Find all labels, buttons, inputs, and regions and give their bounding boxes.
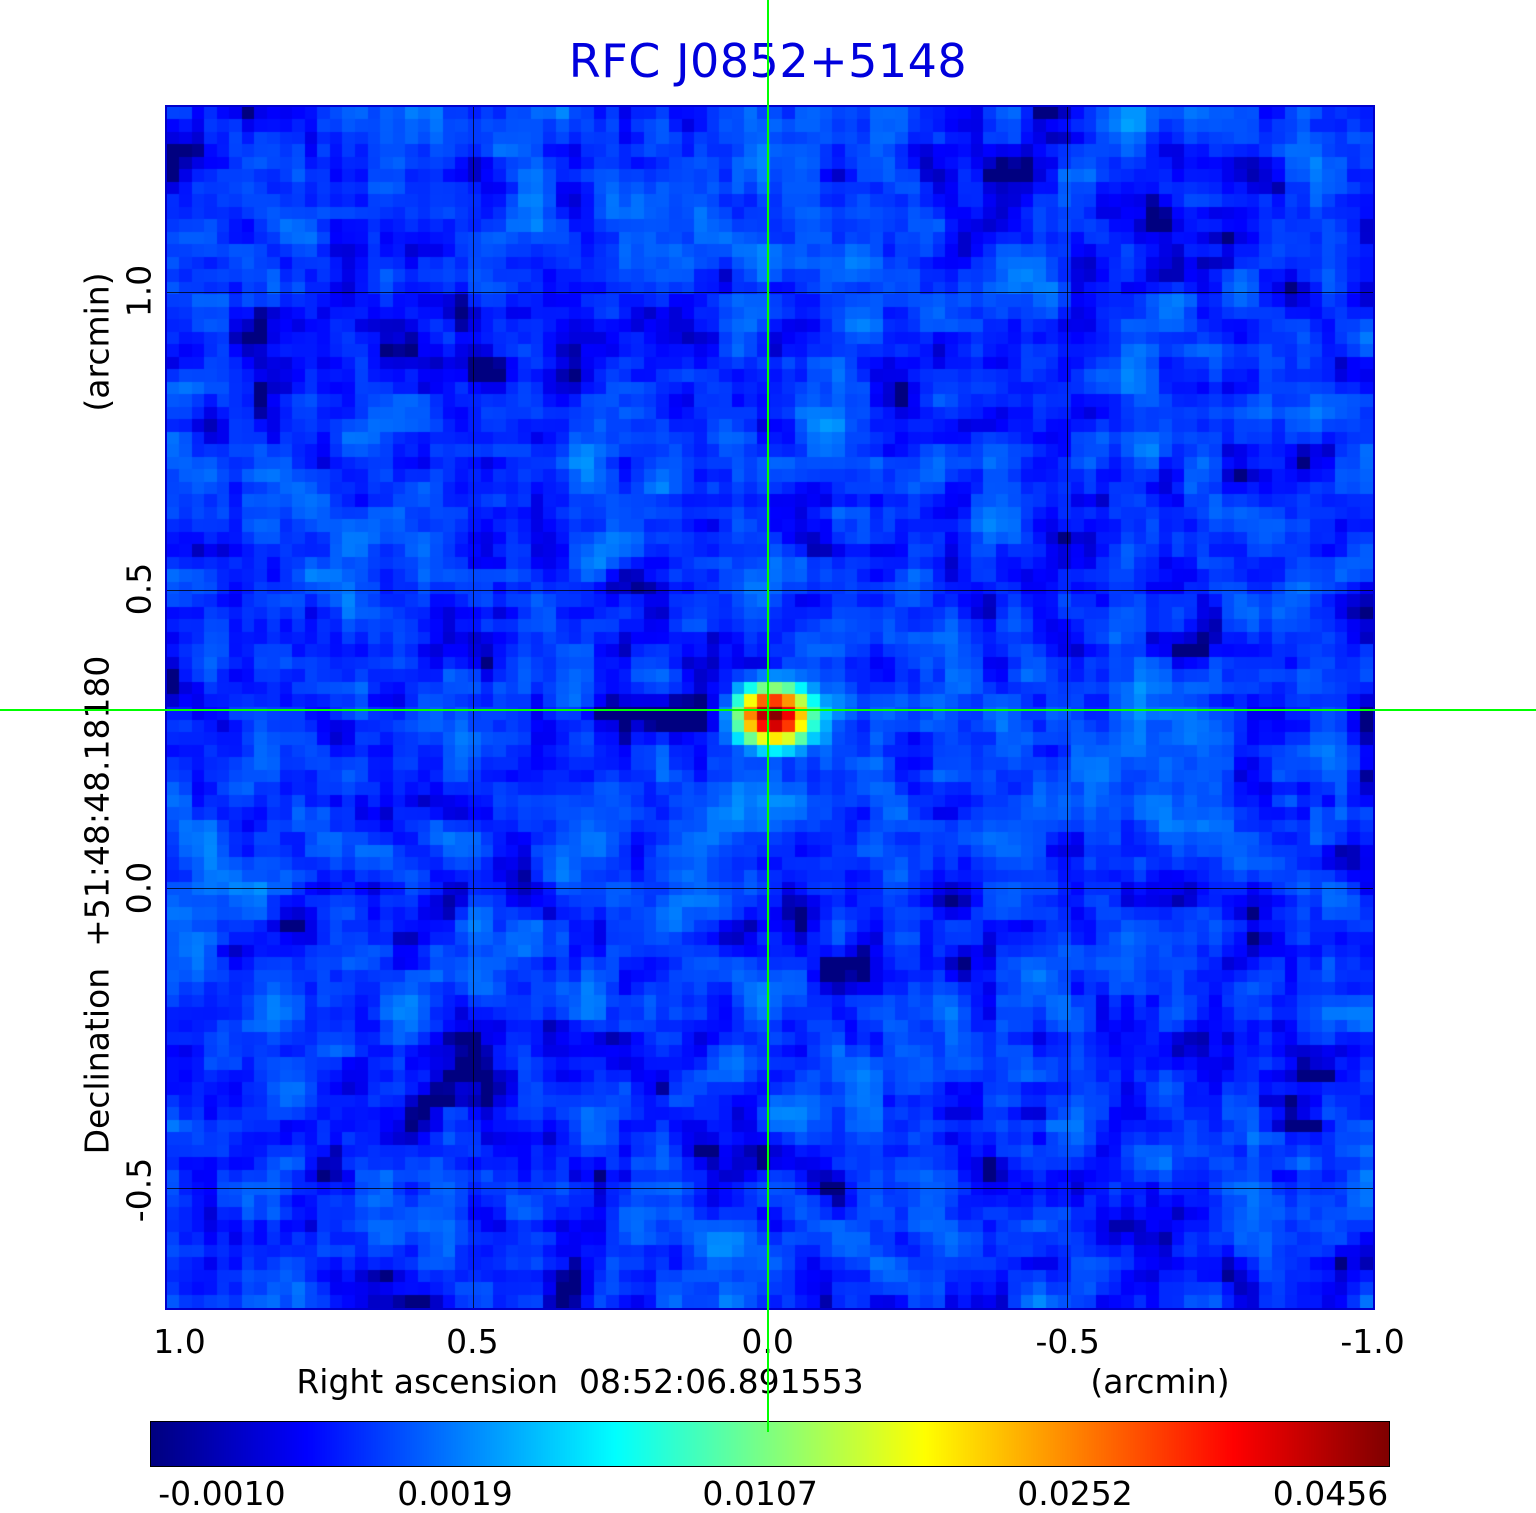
grid-line-vertical xyxy=(1066,107,1068,1308)
grid-line-horizontal xyxy=(167,1187,1373,1189)
plot-title: RFC J0852+5148 xyxy=(568,34,968,88)
x-axis-ticks: 1.0 0.5 0.0 -0.5 -1.0 xyxy=(153,1322,1405,1362)
y-axis-ticks: 1.0 0.5 0.0 -0.5 xyxy=(119,105,159,1310)
x-tick-label: 1.0 xyxy=(153,1322,206,1361)
y-axis-unit: (arcmin) xyxy=(77,272,117,412)
colorbar-tick-label: 0.0107 xyxy=(702,1474,818,1513)
colorbar-tick-label: 0.0252 xyxy=(1017,1474,1133,1513)
x-axis-label: Right ascension 08:52:06.891553 xyxy=(296,1362,864,1401)
y-axis-label: Declination +51:48:48.18180 xyxy=(77,655,117,1155)
y-tick-label: 0.5 xyxy=(119,563,159,616)
grid-line-vertical xyxy=(767,107,769,1308)
colorbar-tick-label: 0.0456 xyxy=(1272,1474,1389,1513)
colorbar-tick-label: 0.0019 xyxy=(397,1474,513,1513)
x-axis-unit: (arcmin) xyxy=(1090,1362,1230,1401)
grid-line-horizontal xyxy=(167,291,1373,293)
colorbar-gradient xyxy=(151,1422,1389,1466)
sky-map-canvas xyxy=(167,107,1373,1308)
colorbar-labels: -0.0010 0.0019 0.0107 0.0252 0.0456 xyxy=(150,1474,1390,1513)
y-tick-label: 0.0 xyxy=(119,862,159,915)
y-tick-label: 1.0 xyxy=(119,264,159,317)
x-tick-label: 0.5 xyxy=(446,1322,499,1361)
colorbar-tick-label: -0.0010 xyxy=(158,1474,286,1513)
grid-line-horizontal xyxy=(167,589,1373,591)
grid-line-horizontal xyxy=(167,887,1373,889)
y-tick-label: -0.5 xyxy=(119,1157,159,1222)
x-tick-label: -0.5 xyxy=(1035,1322,1100,1361)
colorbar xyxy=(150,1421,1390,1467)
x-tick-label: 0.0 xyxy=(741,1322,794,1361)
sky-map xyxy=(165,105,1375,1310)
x-tick-label: -1.0 xyxy=(1340,1322,1405,1361)
grid-line-vertical xyxy=(473,107,475,1308)
